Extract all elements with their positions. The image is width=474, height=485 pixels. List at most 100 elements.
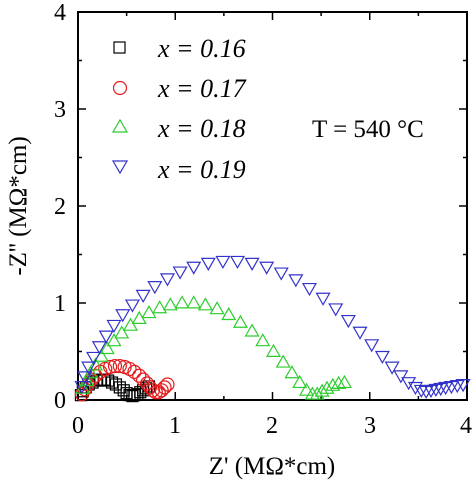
x-tick-label-2: 2 — [266, 413, 278, 439]
legend-marker-triangle-up — [111, 118, 129, 133]
data-point-triangle-down — [401, 377, 417, 391]
data-point-triangle-down — [315, 292, 331, 306]
data-point-triangle-down — [86, 351, 102, 366]
data-point-circle — [102, 359, 118, 375]
data-point-triangle-down — [91, 341, 107, 355]
data-point-square — [105, 376, 119, 389]
legend-marker-circle — [112, 80, 128, 96]
data-point-circle — [154, 383, 169, 398]
data-point-circle — [148, 385, 163, 400]
data-point-circle — [107, 358, 123, 374]
data-point-triangle-up — [299, 382, 315, 396]
data-point-triangle-down — [340, 314, 356, 329]
data-point-triangle-down — [74, 380, 90, 395]
data-point-triangle-down — [98, 330, 114, 344]
data-point-triangle-down — [81, 361, 97, 375]
x-tick-label-0: 0 — [72, 413, 84, 439]
data-point-triangle-up — [275, 354, 291, 368]
data-point-triangle-down — [172, 266, 188, 280]
data-point-triangle-down — [364, 339, 380, 353]
data-point-square — [98, 373, 111, 386]
x-tick-labels: 0 1 2 3 4 — [72, 413, 472, 439]
data-point-triangle-up — [122, 317, 139, 331]
data-point-triangle-down — [159, 273, 176, 287]
data-point-triangle-down — [186, 261, 202, 275]
data-point-triangle-down — [288, 274, 304, 288]
data-point-triangle-up — [114, 325, 130, 339]
data-point-triangle-down — [413, 384, 429, 399]
data-point-triangle-down — [374, 350, 390, 365]
legend-label-3: x = 0.19 — [157, 155, 246, 184]
data-point-circle — [132, 368, 147, 383]
data-point-triangle-up — [174, 295, 190, 309]
data-point-triangle-up — [244, 323, 260, 337]
y-tick-label-2: 2 — [54, 194, 66, 220]
data-point-triangle-up — [186, 295, 202, 309]
data-point-circle — [112, 358, 127, 374]
data-point-triangle-down — [273, 267, 289, 281]
data-point-triangle-down — [328, 303, 344, 317]
data-point-triangle-up — [265, 343, 282, 357]
data-point-circle — [84, 372, 99, 387]
y-tick-label-3: 3 — [54, 97, 66, 123]
data-point-triangle-up — [314, 383, 330, 397]
data-point-triangle-up — [162, 297, 178, 311]
data-point-triangle-down — [229, 255, 246, 269]
data-point-triangle-up — [255, 333, 271, 347]
data-point-triangle-up — [325, 377, 341, 391]
data-point-triangle-up — [292, 374, 308, 389]
data-point-triangle-down — [147, 281, 163, 295]
legend-label-0: x = 0.16 — [157, 34, 246, 63]
x-axis-title: Z' (MΩ*cm) — [209, 453, 336, 480]
data-point-triangle-down — [135, 289, 151, 303]
data-point-triangle-down — [418, 385, 434, 399]
legend-marker-square — [113, 41, 126, 54]
data-point-triangle-down — [200, 257, 216, 271]
data-point-circle — [157, 380, 172, 395]
series-3 — [74, 255, 471, 399]
data-point-triangle-up — [232, 314, 248, 328]
data-point-triangle-up — [141, 304, 157, 319]
temperature-annotation: T = 540 °C — [312, 116, 424, 143]
legend-label-2: x = 0.18 — [157, 114, 246, 143]
data-point-triangle-down — [115, 309, 131, 323]
data-point-triangle-down — [352, 326, 368, 340]
data-point-triangle-down — [393, 370, 409, 384]
data-point-triangle-down — [124, 299, 140, 313]
y-tick-labels: 0 1 2 3 4 — [54, 0, 66, 414]
data-point-triangle-up — [284, 365, 300, 379]
data-point-triangle-up — [331, 375, 347, 389]
series-layer — [74, 255, 471, 403]
data-point-triangle-up — [75, 380, 91, 394]
data-point-circle — [127, 364, 142, 379]
data-point-triangle-down — [106, 319, 122, 334]
data-point-triangle-up — [99, 340, 115, 355]
x-tick-label-3: 3 — [364, 413, 376, 439]
series-2 — [75, 295, 352, 400]
plot-frame — [77, 11, 468, 401]
legend-label-1: x = 0.17 — [157, 74, 247, 103]
data-point-triangle-up — [336, 374, 352, 389]
data-point-triangle-up — [209, 301, 225, 315]
y-tick-label-4: 4 — [54, 0, 66, 26]
x-tick-label-4: 4 — [460, 413, 472, 439]
data-point-triangle-up — [152, 300, 168, 314]
x-tick-label-1: 1 — [169, 413, 181, 439]
data-point-triangle-down — [244, 257, 260, 271]
data-point-triangle-down — [407, 381, 423, 396]
data-point-triangle-up — [106, 333, 122, 347]
data-point-circle — [160, 377, 175, 392]
data-point-triangle-down — [428, 383, 444, 398]
ticks-layer — [77, 11, 468, 401]
data-point-triangle-up — [197, 297, 213, 311]
data-point-triangle-down — [455, 379, 471, 393]
data-point-triangle-up — [319, 380, 335, 394]
data-point-triangle-down — [433, 382, 449, 397]
y-axis-title: -Z'' (MΩ*cm) — [5, 136, 32, 275]
data-point-triangle-up — [87, 357, 104, 371]
legend: x = 0.16 x = 0.17 x = 0.18 x = 0.19 — [111, 34, 247, 184]
data-point-triangle-down — [77, 371, 93, 385]
y-tick-label-1: 1 — [54, 291, 66, 317]
